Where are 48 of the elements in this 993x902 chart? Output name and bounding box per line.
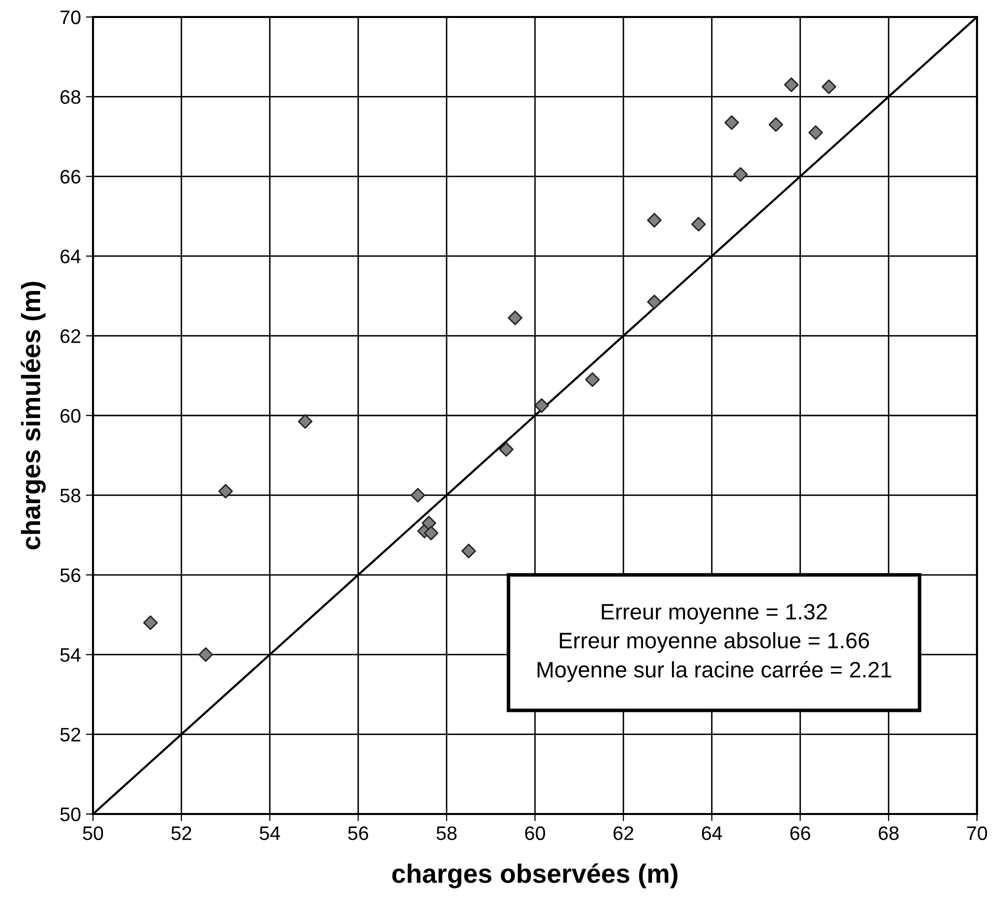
annotation: Erreur moyenne absolue = 1.66 [560,632,870,653]
y-tick-label: 56 [60,568,80,582]
x-tick-label: 56 [348,826,368,840]
x-axis-title: charges observées (m) [392,863,678,888]
x-tick-label: 70 [967,826,988,840]
y-tick-label: 70 [60,10,80,24]
point [422,516,436,530]
x-tick-label: 52 [171,826,192,840]
point [424,526,438,540]
x-tick-label: 54 [260,826,280,840]
annotation: Moyenne sur la racine carrée = 2.21 [538,660,892,682]
point [733,167,748,182]
point [808,125,823,140]
x-tick-label: 60 [525,826,546,840]
point [410,488,426,502]
y-tick-label: 68 [60,90,80,104]
y-tick-label: 60 [60,408,80,423]
point [768,117,784,132]
point [218,484,233,498]
x-tick-label: 58 [436,826,457,840]
y-tick-label: 52 [60,728,80,742]
point [724,115,739,130]
point [691,216,706,232]
x-tick-label: 64 [702,826,722,840]
point [822,79,836,94]
point [298,414,312,429]
y-axis-title: charges simulées (m) [20,282,46,550]
point [461,544,476,558]
x-tick-label: 50 [82,826,104,840]
point [784,77,799,92]
point [143,615,158,630]
point [498,442,514,457]
y-tick-label: 50 [60,807,80,822]
point [585,372,600,387]
y-tick-label: 58 [60,488,80,502]
point [647,212,662,228]
x-tick-label: 68 [878,826,899,840]
x-tick-label: 66 [790,826,810,840]
point [647,294,662,310]
y-tick-label: 64 [60,250,81,264]
point [534,398,549,413]
y-tick-label: 66 [60,170,80,184]
y-tick-label: 62 [60,329,80,344]
y-tick-label: 54 [60,648,81,662]
point [508,310,522,326]
point [198,647,213,662]
annotation: Erreur moyenne = 1.32 [602,604,827,624]
x-tick-label: 62 [614,826,634,840]
